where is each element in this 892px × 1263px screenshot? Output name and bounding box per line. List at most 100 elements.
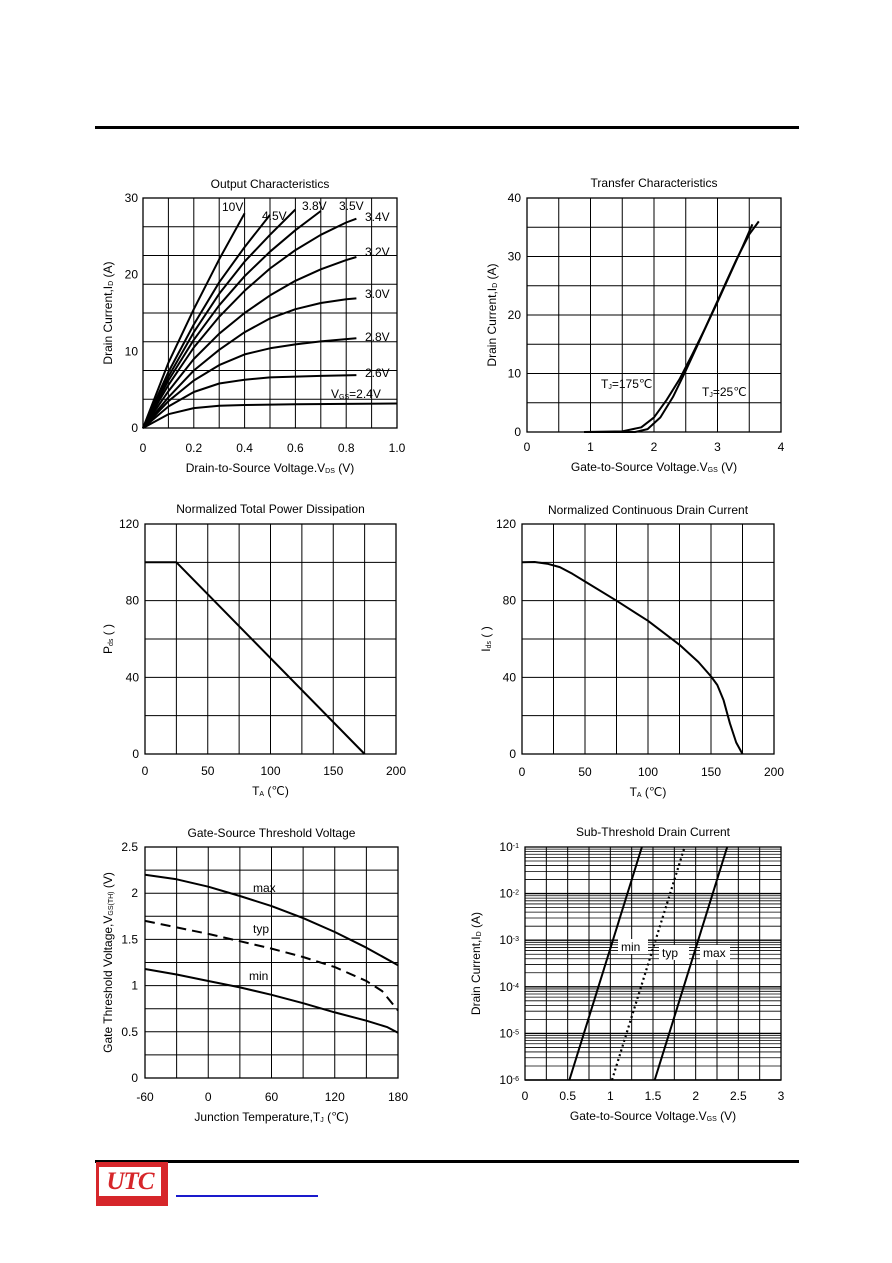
x-tick-label: 0 [524,440,531,454]
x-tick-label: 200 [764,765,784,779]
y-tick-label: 0 [132,747,139,761]
x-tick-label: -60 [136,1090,154,1104]
y-axis-label: Pds ( ) [101,624,115,654]
series-line-min [568,846,643,1081]
y-tick-label: 10-5 [499,1026,519,1040]
y-tick-label: 0 [514,425,521,439]
x-tick-label: 4 [778,440,785,454]
series-label: TJ=25℃ [702,385,747,399]
series-line-3-0V [142,297,357,429]
series-line-max [144,873,399,967]
series-label: typ [253,922,269,936]
x-tick-label: 1.5 [645,1089,662,1103]
y-axis-label: Gate Threshold Voltage,VGS(TH) (V) [101,872,115,1053]
series-label: max [253,881,276,895]
x-axis-label: Junction Temperature,TJ (℃) [194,1110,348,1124]
x-tick-label: 50 [578,765,592,779]
y-tick-label: 80 [126,594,140,608]
series-label: 2.8V [365,330,390,344]
x-tick-label: 150 [323,764,343,778]
x-axis-label: Drain-to-Source Voltage.VDS (V) [186,461,354,475]
y-tick-label: 30 [508,250,522,264]
x-tick-label: 0 [205,1090,212,1104]
y-tick-label: 0 [131,421,138,435]
label-backdrop [618,939,648,954]
series-label: 3.2V [365,245,390,259]
series-line-2-6V [142,374,357,429]
chart-4: Normalized Continuous Drain Current 0 50 10… [479,503,784,799]
chart-title: Normalized Continuous Drain Current [548,503,749,517]
plot-frame [524,846,782,1081]
chart-title: Normalized Total Power Dissipation [176,502,365,516]
x-tick-label: 120 [325,1090,345,1104]
y-tick-label: 0.5 [121,1025,138,1039]
y-tick-label: 10-2 [499,887,519,901]
y-tick-label: 0 [131,1071,138,1085]
x-axis-label: Gate-to-Source Voltage.VGS (V) [570,1109,736,1123]
utc-logo[interactable]: UTC [96,1162,168,1206]
chart-title: Transfer Characteristics [591,176,718,190]
series-line-1 [145,561,366,755]
x-tick-label: 0 [140,441,147,455]
x-tick-label: 0 [142,764,149,778]
y-tick-label: 0 [509,747,516,761]
y-axis-label: Drain Current,ID (A) [469,912,483,1015]
plot-frame [144,846,399,1079]
plot-frame [144,523,397,755]
series-label: TJ=175℃ [601,377,652,391]
series-label: typ [662,946,678,960]
y-tick-label: 120 [496,517,516,531]
y-axis-label: Drain Current,ID (A) [101,261,115,364]
x-tick-label: 2 [651,440,658,454]
x-tick-label: 100 [638,765,658,779]
x-tick-label: 0.5 [559,1089,576,1103]
series-label: min [249,969,268,983]
series-line-max [653,846,729,1081]
x-axis-label: TA (℃) [252,784,289,798]
grid [145,524,396,754]
x-tick-label: 2.5 [730,1089,747,1103]
y-tick-label: 20 [508,308,522,322]
grid [522,524,774,754]
chart-title: Gate-Source Threshold Voltage [188,826,356,840]
website-link-underline[interactable] [176,1195,318,1197]
y-tick-label: 40 [508,191,522,205]
y-tick-label: 120 [119,517,139,531]
series-label: 4.5V [262,209,287,223]
y-tick-label: 20 [125,268,139,282]
y-axis-label: Drain Current,ID (A) [485,263,499,366]
series-line-T-J-25- [584,220,760,433]
y-axis-label: Ids ( ) [479,626,493,651]
series-label: 10V [222,200,243,214]
series-label: max [703,946,726,960]
plot-frame [521,523,775,755]
y-tick-label: 1.5 [121,932,138,946]
x-tick-label: 0.6 [287,441,304,455]
series-line-typ [144,919,399,1012]
y-tick-label: 30 [125,191,139,205]
series-label: 3.0V [365,287,390,301]
y-tick-label: 10-4 [499,980,519,994]
footer-rule [95,1160,799,1163]
y-tick-label: 2.5 [121,840,138,854]
x-tick-label: 0 [519,765,526,779]
series-line-typ [610,846,686,1081]
plot-frame [142,197,398,429]
series-line-2-8V [142,337,357,429]
x-tick-label: 1 [587,440,594,454]
series-label: VGS=2.4V [331,387,381,401]
series-line-10V [142,212,246,429]
y-tick-label: 1 [131,979,138,993]
y-tick-label: 10-6 [499,1073,519,1087]
x-axis-label: Gate-to-Source Voltage.VGS (V) [571,460,737,474]
header-rule [95,126,799,129]
grid [145,847,398,1078]
y-tick-label: 10-3 [499,933,519,947]
label-backdrop [659,945,689,960]
chart-title: Sub-Threshold Drain Current [576,825,731,839]
plot-frame [526,197,782,433]
series-line-2-4V [142,402,398,429]
series-label: 3.8V [302,199,327,213]
x-tick-label: 0 [522,1089,529,1103]
